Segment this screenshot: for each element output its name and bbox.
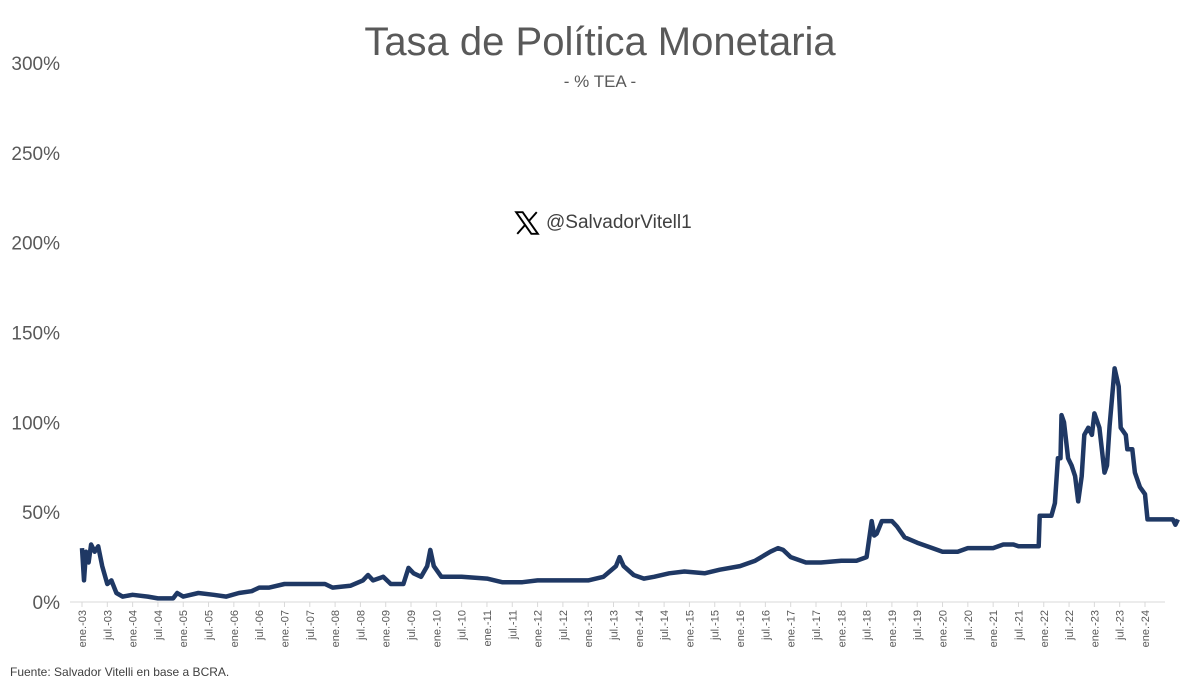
x-tick-label: ene.-21 (988, 610, 1000, 647)
x-tick-label: jul.-07 (305, 610, 317, 641)
x-tick-label: jul.-17 (811, 610, 823, 641)
x-tick-label: jul.-16 (760, 610, 772, 641)
x-tick-label: jul.-04 (153, 610, 165, 641)
x-tick-label: jul.-20 (963, 610, 975, 641)
chart-title: Tasa de Política Monetaria (364, 20, 836, 64)
x-tick-label: ene.-12 (533, 610, 545, 647)
x-tick-label: jul.-08 (355, 610, 367, 641)
y-tick-label: 50% (22, 503, 60, 524)
x-tick-label: jul.-22 (1064, 610, 1076, 641)
y-tick-label: 100% (11, 413, 60, 434)
x-tick-label: jul.-06 (254, 610, 266, 641)
x-tick-label: ene.-03 (77, 610, 89, 647)
x-tick-label: jul.-23 (1115, 610, 1127, 641)
chart-subtitle: - % TEA - (563, 72, 637, 91)
x-tick-label: jul.-18 (862, 610, 874, 641)
y-tick-label: 0% (33, 593, 61, 614)
x-tick-label: jul.-15 (710, 610, 722, 641)
y-tick-label: 150% (11, 324, 60, 345)
x-tick-label: jul.-12 (558, 610, 570, 641)
source-note: Fuente: Salvador Vitelli en base a BCRA. (10, 665, 230, 679)
x-tick-label: ene.-08 (330, 610, 342, 647)
x-tick-label: ene.-10 (431, 610, 443, 647)
x-tick-label: jul.-13 (609, 610, 621, 641)
y-tick-label: 300% (11, 54, 60, 75)
x-tick-label: ene.-14 (634, 610, 646, 647)
x-tick-label: jul.-19 (912, 610, 924, 641)
x-tick-label: ene.-24 (1140, 610, 1152, 647)
x-tick-label: ene.-13 (583, 610, 595, 647)
x-tick-label: ene.-23 (1089, 610, 1101, 647)
x-tick-label: ene.-06 (229, 610, 241, 647)
x-tick-label: jul.-03 (102, 610, 114, 641)
x-tick-label: jul.-21 (1013, 610, 1025, 641)
watermark-handle: @SalvadorVitell1 (546, 212, 692, 233)
x-tick-label: ene.-20 (938, 610, 950, 647)
x-tick-label: jul.-10 (457, 610, 469, 641)
x-tick-label: ene.-05 (178, 610, 190, 647)
x-tick-label: ene.-07 (279, 610, 291, 647)
x-tick-label: jul.-14 (659, 610, 671, 641)
x-tick-label: jul.-11 (507, 610, 519, 640)
x-tick-label: ene.-22 (1039, 610, 1051, 647)
x-tick-label: ene.-15 (684, 610, 696, 647)
x-tick-label: ene.-19 (887, 610, 899, 647)
x-tick-label: jul.-09 (406, 610, 418, 641)
x-tick-label: ene.-09 (381, 610, 393, 647)
watermark: @SalvadorVitell1 (514, 210, 692, 236)
series-line (79, 366, 1180, 601)
x-tick-label: ene.-16 (735, 610, 747, 647)
x-tick-label: ene.-17 (786, 610, 798, 647)
y-tick-label: 250% (11, 144, 60, 165)
x-tick-label: ene.-18 (836, 610, 848, 647)
y-tick-label: 200% (11, 234, 60, 255)
x-tick-label: ene.-04 (128, 610, 140, 647)
x-tick-label: ene.-11 (482, 610, 494, 647)
x-logo-icon (514, 211, 540, 235)
x-tick-label: jul.-05 (204, 610, 216, 641)
